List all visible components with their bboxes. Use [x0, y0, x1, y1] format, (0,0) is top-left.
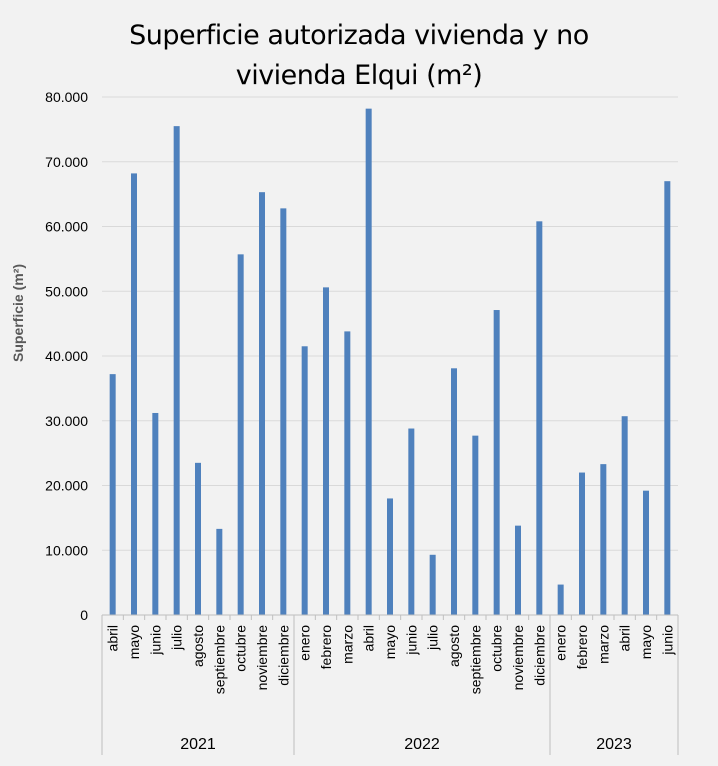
bar — [131, 173, 137, 615]
bar — [493, 310, 500, 615]
bar — [173, 126, 180, 615]
y-tick-label: 80.000 — [45, 89, 88, 105]
bars — [109, 108, 671, 616]
y-tick-label: 10.000 — [45, 542, 88, 558]
x-tick-label: abril — [105, 625, 121, 651]
bar — [429, 554, 436, 615]
bar — [472, 435, 479, 615]
x-tick-label: diciembre — [531, 625, 547, 686]
bar — [259, 192, 265, 615]
x-tick-label: junio — [147, 625, 163, 656]
x-tick-label: junio — [659, 625, 675, 656]
x-tick-label: abril — [617, 625, 633, 651]
bar — [579, 472, 585, 615]
bar — [323, 287, 329, 615]
x-tick-label: septiembre — [467, 625, 483, 694]
bar — [152, 412, 159, 615]
bar — [600, 464, 607, 615]
x-tick-label: septiembre — [211, 625, 227, 694]
y-tick-label: 30.000 — [45, 413, 88, 429]
chart-title-line-1: Superficie autorizada vivienda y no — [129, 20, 589, 51]
bar — [387, 498, 393, 615]
x-tick-label: febrero — [574, 625, 590, 670]
gridlines — [102, 96, 678, 551]
chart-title: Superficie autorizada vivienda y no vivi… — [0, 16, 718, 96]
bar — [664, 181, 671, 616]
bar — [109, 374, 116, 615]
x-tick-label: abril — [361, 625, 377, 651]
y-tick-label: 50.000 — [45, 283, 88, 299]
chart-title-line-2: vivienda Elqui (m²) — [235, 60, 483, 91]
x-tick-label: octubre — [233, 625, 249, 672]
bar — [301, 346, 308, 615]
bar — [515, 525, 521, 615]
y-axis-title: Superficie (m²) — [10, 264, 26, 362]
bar — [557, 584, 564, 615]
y-tick-label: 0 — [80, 607, 88, 623]
x-tick-label: mayo — [382, 625, 398, 659]
x-tick-label: enero — [553, 625, 569, 661]
x-tick-label: marzo — [595, 625, 611, 664]
x-tick-label: julio — [169, 625, 185, 651]
y-tick-label: 60.000 — [45, 219, 88, 235]
bar — [216, 528, 223, 615]
bar — [280, 208, 287, 615]
year-label: 2023 — [596, 736, 632, 753]
bar — [621, 416, 628, 615]
year-label: 2021 — [180, 736, 216, 753]
y-tick-label: 40.000 — [45, 348, 88, 364]
bar — [643, 490, 649, 615]
axes: 0 10.000 20.000 30.000 40.000 50.000 60.000 70.… — [45, 89, 679, 755]
x-tick-label: diciembre — [275, 625, 291, 686]
bar — [408, 428, 415, 615]
x-tick-label: agosto — [190, 625, 206, 667]
y-tick-label: 20.000 — [45, 478, 88, 494]
x-tick-label: octubre — [489, 625, 505, 672]
x-tick-label: febrero — [318, 625, 334, 670]
bar — [344, 331, 351, 615]
y-tick-label: 70.000 — [45, 154, 88, 170]
x-tick-label: julio — [425, 625, 441, 651]
x-tick-label: mayo — [126, 625, 142, 659]
x-tick-label: noviembre — [254, 625, 270, 691]
x-tick-label: agosto — [446, 625, 462, 667]
x-tick-label: marzo — [339, 625, 355, 664]
bar — [536, 221, 543, 615]
x-tick-label: junio — [403, 625, 419, 656]
bar — [365, 108, 372, 615]
year-label: 2022 — [404, 736, 440, 753]
bar — [237, 254, 244, 615]
x-tick-label: noviembre — [510, 625, 526, 691]
x-tick-label: mayo — [638, 625, 654, 659]
x-tick-label: enero — [297, 625, 313, 661]
bar — [451, 368, 457, 615]
bar — [195, 462, 201, 615]
